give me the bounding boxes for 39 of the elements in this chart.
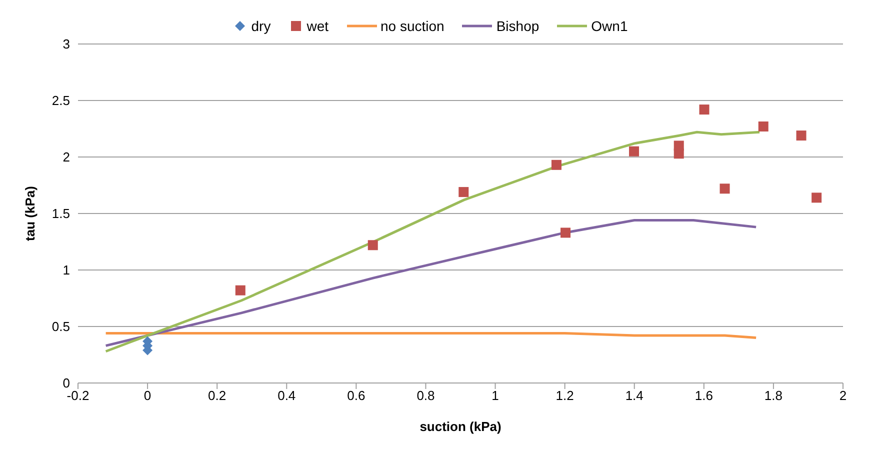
point [458,187,469,198]
y-tick-label: 0.5 [52,319,70,334]
y-tick-label: 2 [62,150,70,165]
x-tick-label: -0.2 [66,388,90,404]
x-tick-label: 1.2 [556,388,574,404]
point [699,104,710,115]
point [560,228,571,238]
x-tick-label: 0.4 [278,388,296,404]
x-tick-label: 1.6 [694,388,713,404]
point [551,160,562,170]
x-tick-label: 0.8 [416,388,435,404]
y-tick-label: 0 [62,376,70,391]
x-tick-label: 1.4 [625,388,644,404]
x-tick-label: 2 [839,388,847,404]
x-tick-label: 1.8 [764,388,782,404]
x-tick-label: 0.2 [208,388,226,404]
point [629,146,640,156]
y-tick-label: 3 [62,36,70,52]
point [796,130,806,141]
point [368,240,378,250]
y-axis-title: tau (kPa) [22,186,38,241]
point [812,192,822,203]
point [235,285,246,296]
legend-label: Bishop [496,18,540,34]
point [674,148,684,159]
legend-label: wet [306,18,329,34]
line-series [104,219,758,347]
point [720,184,730,194]
x-tick-label: 1 [492,388,499,404]
legend-label: Own1 [591,18,628,34]
legend-label: dry [251,18,271,34]
x-axis-title: suction (kPa) [420,419,502,434]
x-tick-label: 0.6 [347,388,366,404]
point [758,121,768,132]
x-tick-label: 0 [144,388,152,404]
y-tick-label: 2.5 [52,93,70,108]
y-tick-label: 1.5 [52,206,70,222]
legend-label: no suction [380,18,444,34]
y-tick-label: 1 [62,262,70,278]
